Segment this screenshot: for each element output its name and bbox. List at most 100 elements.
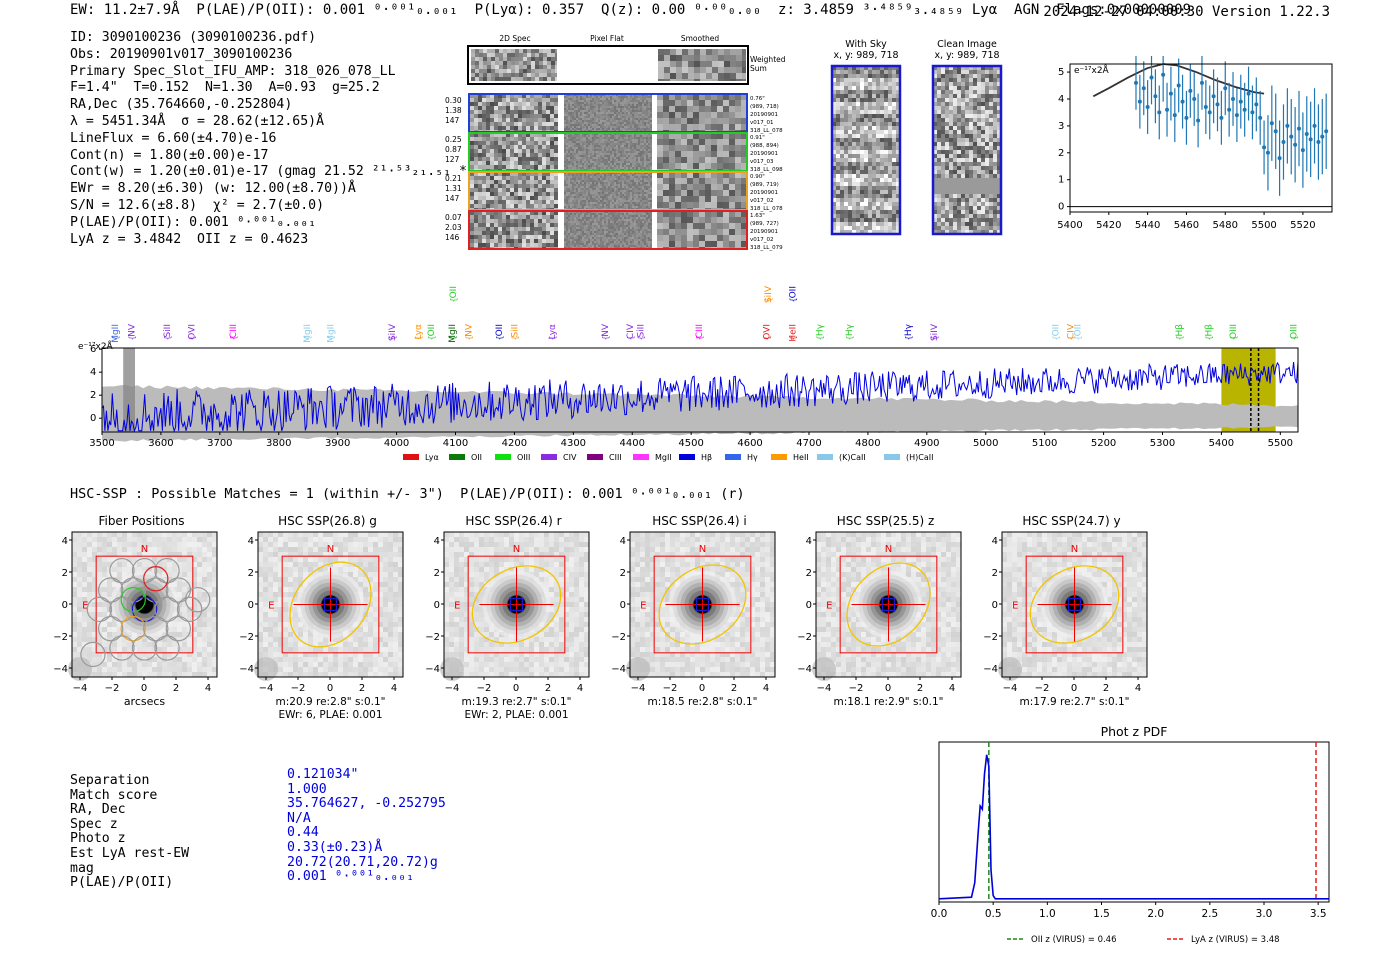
noise-pixel: [584, 245, 586, 247]
noise-pixel: [570, 243, 572, 245]
noise-pixel: [474, 204, 478, 208]
noise-pixel: [620, 192, 622, 194]
noise-pixel: [578, 165, 580, 167]
noise-pixel: [616, 221, 618, 223]
noise-pixel: [499, 49, 503, 53]
noise-pixel: [640, 233, 642, 235]
noise-pixel: [741, 190, 746, 196]
noise-pixel: [626, 126, 628, 128]
noise-pixel: [518, 149, 522, 153]
noise-pixel: [526, 137, 530, 141]
noise-pixel: [644, 128, 646, 130]
noise-pixel: [632, 178, 634, 180]
noise-pixel: [502, 157, 506, 161]
noise-pixel: [628, 137, 630, 139]
noise-pixel: [699, 184, 705, 190]
noise-pixel: [576, 126, 578, 128]
noise-pixel: [582, 159, 584, 161]
noise-pixel: [596, 231, 598, 233]
noise-pixel: [588, 217, 590, 219]
noise-pixel: [618, 176, 620, 178]
noise-pixel: [586, 192, 588, 194]
noise-pixel: [491, 49, 495, 53]
noise-pixel: [566, 118, 568, 120]
noise-pixel: [620, 231, 622, 233]
noise-pixel: [506, 110, 510, 114]
noise-pixel: [598, 202, 600, 204]
noise-pixel: [638, 221, 640, 223]
noise-pixel: [612, 151, 614, 153]
noise-pixel: [636, 190, 638, 192]
noise-pixel: [616, 178, 618, 180]
noise-pixel: [657, 124, 663, 130]
noise-pixel: [522, 176, 526, 180]
noise-pixel: [735, 157, 741, 163]
noise-pixel: [522, 184, 526, 188]
noise-pixel: [546, 122, 550, 126]
noise-pixel: [526, 219, 530, 223]
noise-pixel: [616, 114, 618, 116]
noise-pixel: [507, 49, 511, 53]
noise-pixel: [588, 235, 590, 237]
noise-pixel: [564, 114, 566, 116]
noise-pixel: [566, 241, 568, 243]
noise-pixel: [576, 243, 578, 245]
noise-pixel: [522, 215, 526, 219]
noise-pixel: [640, 98, 642, 100]
noise-pixel: [494, 137, 498, 141]
noise-pixel: [572, 96, 574, 98]
noise-pixel: [612, 106, 614, 108]
noise-pixel: [551, 49, 555, 53]
noise-pixel: [586, 98, 588, 100]
noise-pixel: [600, 245, 602, 247]
noise-pixel: [570, 184, 572, 186]
noise-pixel: [510, 137, 514, 141]
noise-pixel: [506, 98, 510, 102]
noise-pixel: [554, 176, 558, 180]
noise-pixel: [632, 128, 634, 130]
noise-pixel: [474, 114, 478, 118]
noise-pixel: [576, 110, 578, 112]
noise-pixel: [628, 174, 630, 176]
noise-pixel: [675, 100, 681, 106]
noise-pixel: [648, 110, 650, 112]
noise-pixel: [608, 116, 610, 118]
noise-pixel: [648, 196, 650, 198]
noise-pixel: [494, 227, 498, 231]
noise-pixel: [636, 147, 638, 149]
noise-pixel: [614, 143, 616, 145]
noise-pixel: [478, 122, 482, 126]
noise-pixel: [584, 239, 586, 241]
noise-pixel: [564, 126, 566, 128]
noise-pixel: [584, 180, 586, 182]
noise-pixel: [550, 235, 554, 239]
noise-pixel: [574, 241, 576, 243]
noise-pixel: [687, 229, 693, 235]
noise-pixel: [632, 159, 634, 161]
noise-pixel: [642, 161, 644, 163]
noise-pixel: [522, 161, 526, 165]
noise-pixel: [632, 235, 634, 237]
noise-pixel: [646, 176, 648, 178]
noise-pixel: [574, 206, 576, 208]
noise-pixel: [478, 227, 482, 231]
noise-pixel: [482, 180, 486, 184]
noise-pixel: [604, 112, 606, 114]
noise-pixel: [566, 223, 568, 225]
noise-pixel: [614, 235, 616, 237]
noise-pixel: [538, 118, 542, 122]
noise-pixel: [636, 163, 638, 165]
noise-pixel: [626, 157, 628, 159]
fiber-pixel-flat: [564, 133, 652, 171]
noise-pixel: [616, 149, 618, 151]
noise-pixel: [646, 114, 648, 116]
noise-pixel: [510, 106, 514, 110]
noise-pixel: [564, 221, 566, 223]
noise-pixel: [514, 161, 518, 165]
noise-pixel: [499, 69, 503, 73]
noise-pixel: [531, 73, 535, 77]
noise-pixel: [620, 184, 622, 186]
noise-pixel: [550, 239, 554, 243]
noise-pixel: [566, 227, 568, 229]
noise-pixel: [602, 118, 604, 120]
